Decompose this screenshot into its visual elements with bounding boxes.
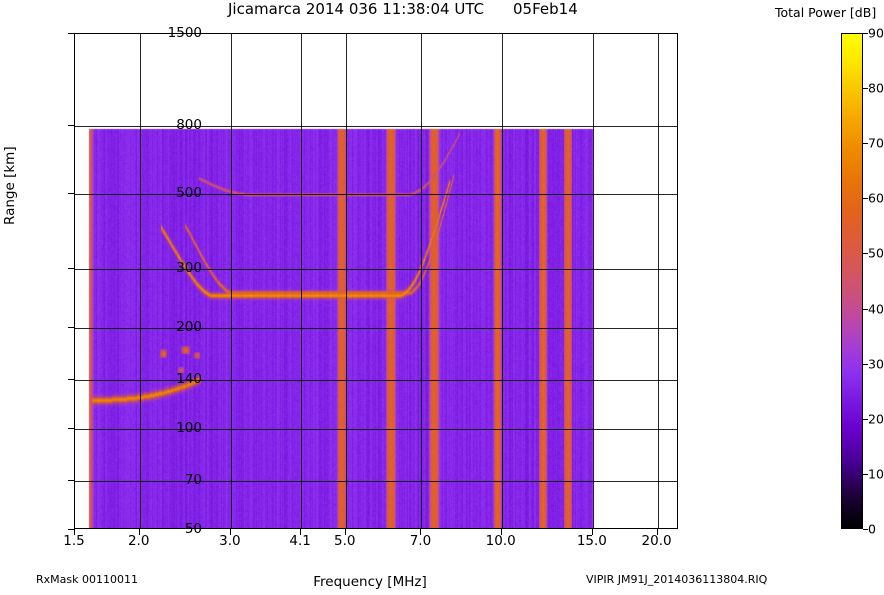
colorbar-tick-label: 90 [868,25,884,41]
colorbar-tick-mark [863,529,868,530]
y-tick-label: 70 [184,471,202,488]
gridline-horizontal [75,328,677,329]
colorbar-title: Total Power [dB] [775,5,877,20]
gridline-horizontal [75,126,677,127]
x-tick-label: 4.1 [289,533,311,549]
x-tick-label: 7.0 [409,533,432,549]
x-tick-label: 2.0 [127,533,150,549]
y-tick-label: 1500 [167,25,202,41]
colorbar-tick-label: 80 [868,80,884,96]
y-tick-mark [68,33,74,34]
colorbar-tick-label: 50 [868,245,884,261]
gridline-horizontal [75,481,677,482]
x-axis-label: Frequency [MHz] [313,574,427,590]
colorbar-tick-label: 30 [868,356,884,372]
y-tick-mark [68,268,74,269]
x-tick-mark [74,529,75,535]
x-tick-mark [230,529,231,535]
colorbar-tick-mark [863,198,868,199]
gridline-vertical [301,34,302,528]
footer-right: VIPIR JM91J_2014036113804.RIQ [586,573,768,586]
y-tick-mark [68,125,74,126]
chart-title: Jicamarca 2014 036 11:38:04 UTC [228,0,485,18]
colorbar-tick-mark [863,364,868,365]
gridline-vertical [421,34,422,528]
y-tick-mark [68,327,74,328]
gridline-vertical [658,34,659,528]
colorbar-tick-mark [863,253,868,254]
gridline-horizontal [75,269,677,270]
y-tick-mark [68,480,74,481]
colorbar-tick-label: 0 [868,521,876,537]
colorbar-tick-mark [863,143,868,144]
x-tick-mark [501,529,502,535]
colorbar-tick-label: 10 [868,466,884,482]
chart-date: 05Feb14 [513,0,578,18]
colorbar-tick-label: 60 [868,190,884,206]
gridline-horizontal [75,380,677,381]
footer-left: RxMask 00110011 [36,573,138,586]
x-tick-label: 20.0 [641,533,672,549]
colorbar [841,33,863,529]
colorbar-tick-mark [863,419,868,420]
ionogram-heatmap [75,34,677,528]
x-tick-mark [139,529,140,535]
y-tick-mark [68,428,74,429]
x-tick-mark [300,529,301,535]
x-tick-label: 15.0 [576,533,607,549]
gridline-vertical [346,34,347,528]
gridline-horizontal [75,194,677,195]
y-tick-label: 500 [176,185,202,202]
y-tick-label: 300 [176,259,202,276]
x-tick-label: 5.0 [334,533,356,549]
y-tick-label: 100 [176,419,202,436]
y-axis-label: Range [km] [2,146,18,225]
colorbar-tick-mark [863,88,868,89]
colorbar-tick-mark [863,309,868,310]
gridline-vertical [231,34,232,528]
gridline-vertical [140,34,141,528]
colorbar-tick-mark [863,33,868,34]
colorbar-tick-label: 70 [868,135,884,151]
gridline-vertical [593,34,594,528]
y-tick-mark [68,529,74,530]
y-tick-label: 50 [184,521,202,537]
y-tick-label: 140 [176,370,202,387]
x-tick-label: 1.5 [63,533,85,549]
x-tick-label: 3.0 [219,533,241,549]
x-tick-mark [420,529,421,535]
gridline-vertical [502,34,503,528]
y-tick-mark [68,379,74,380]
y-tick-label: 200 [176,318,202,335]
plot-area [74,33,678,529]
x-tick-label: 10.0 [485,533,516,549]
x-tick-mark [592,529,593,535]
y-tick-label: 800 [176,116,202,133]
y-tick-mark [68,193,74,194]
x-tick-mark [345,529,346,535]
colorbar-tick-mark [863,474,868,475]
gridline-horizontal [75,429,677,430]
x-tick-mark [657,529,658,535]
colorbar-tick-label: 40 [868,301,884,317]
colorbar-tick-label: 20 [868,411,884,427]
